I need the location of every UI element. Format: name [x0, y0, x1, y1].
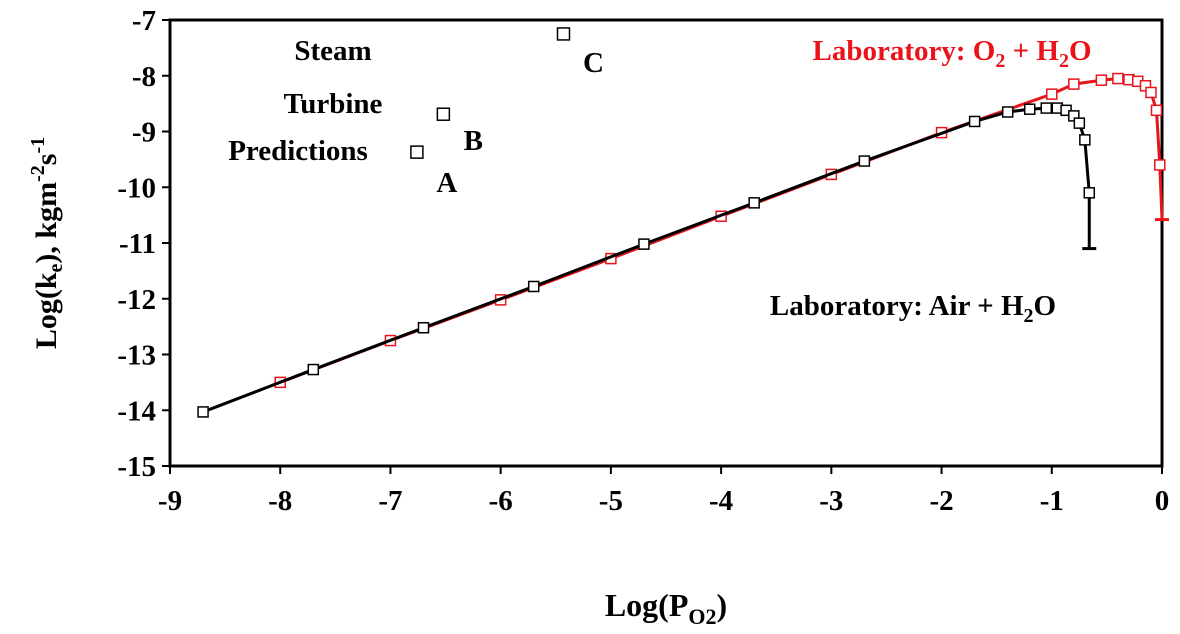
- point-marker: [417, 321, 430, 334]
- point-marker: [1073, 117, 1086, 129]
- annotation: Laboratory: Air + H2O: [770, 290, 1056, 327]
- x-tick-label: -6: [489, 485, 513, 517]
- point-marker: [1079, 134, 1091, 146]
- annotation-sub: 2: [995, 50, 1005, 72]
- x-tick-label: -9: [158, 485, 182, 517]
- x-tick-label: -3: [819, 485, 843, 517]
- point-marker: [858, 155, 871, 167]
- y-title-sup: -2: [27, 165, 49, 182]
- annotation: Predictions: [228, 135, 368, 167]
- x-title-part: ): [717, 587, 728, 623]
- point-marker: [968, 115, 981, 128]
- x-axis-title: Log(PO2): [605, 587, 727, 629]
- annotation-part: O: [1069, 35, 1092, 67]
- annotation: Laboratory: O2 + H2O: [813, 35, 1092, 72]
- prediction-point: [436, 107, 451, 121]
- point-marker: [527, 280, 540, 293]
- point-marker: [748, 197, 760, 209]
- x-title-sub: O2: [688, 604, 716, 629]
- point-marker: [1023, 103, 1036, 115]
- annotation-part: Laboratory: Air + H: [770, 290, 1024, 322]
- y-tick-label: -14: [117, 395, 156, 427]
- y-tick-label: -12: [117, 284, 156, 316]
- point-marker: [1154, 159, 1166, 171]
- point-label: B: [464, 125, 483, 157]
- point-label: C: [583, 47, 604, 79]
- annotation: Turbine: [284, 88, 383, 120]
- y-title-sub: e: [45, 263, 67, 272]
- point-marker: [1068, 78, 1080, 90]
- x-tick-label: -8: [268, 485, 292, 517]
- point-marker: [1083, 187, 1096, 199]
- annotation-sub: 2: [1024, 305, 1034, 327]
- annotation-part: O: [1034, 290, 1057, 322]
- point-label: A: [436, 167, 457, 199]
- point-marker: [307, 363, 320, 376]
- plot-area: [168, 18, 1164, 468]
- y-tick-label: -8: [132, 61, 156, 93]
- point-marker: [1095, 74, 1108, 86]
- y-title-part: ), kgm: [30, 182, 63, 264]
- point-marker: [1046, 88, 1058, 100]
- x-tick-label: -4: [709, 485, 733, 517]
- point-marker: [1112, 72, 1124, 85]
- y-tick-label: -7: [132, 5, 156, 37]
- annotation: Steam: [294, 35, 371, 67]
- y-tick-label: -10: [117, 172, 156, 204]
- x-tick-label: -5: [599, 485, 623, 517]
- x-tick-label: -7: [378, 485, 402, 517]
- point-marker: [1001, 106, 1014, 118]
- x-tick-label: -2: [929, 485, 953, 517]
- point-marker: [1150, 104, 1163, 117]
- x-title-part: Log(P: [605, 587, 689, 623]
- series-line: [279, 77, 1164, 384]
- annotation-sub: 2: [1059, 50, 1069, 72]
- y-tick-label: -11: [119, 228, 156, 260]
- y-title-part: Log(k: [30, 272, 63, 349]
- y-title-part: s: [30, 154, 63, 166]
- y-title-sup: -1: [27, 137, 49, 154]
- prediction-point: [410, 145, 424, 159]
- point-marker: [1040, 102, 1053, 114]
- point-marker: [197, 406, 209, 418]
- y-tick-label: -9: [132, 117, 156, 149]
- x-tick-label: -1: [1040, 485, 1064, 517]
- annotation-part: Laboratory: O: [813, 35, 996, 67]
- x-tick-label: 0: [1155, 485, 1170, 517]
- point-marker: [638, 238, 650, 250]
- annotation-part: + H: [1005, 35, 1059, 67]
- prediction-point: [556, 27, 571, 41]
- y-axis-title: Log(ke), kgm-2s-1: [27, 137, 67, 349]
- y-tick-label: -15: [117, 451, 156, 483]
- point-marker: [1145, 86, 1157, 99]
- y-tick-label: -13: [117, 340, 156, 372]
